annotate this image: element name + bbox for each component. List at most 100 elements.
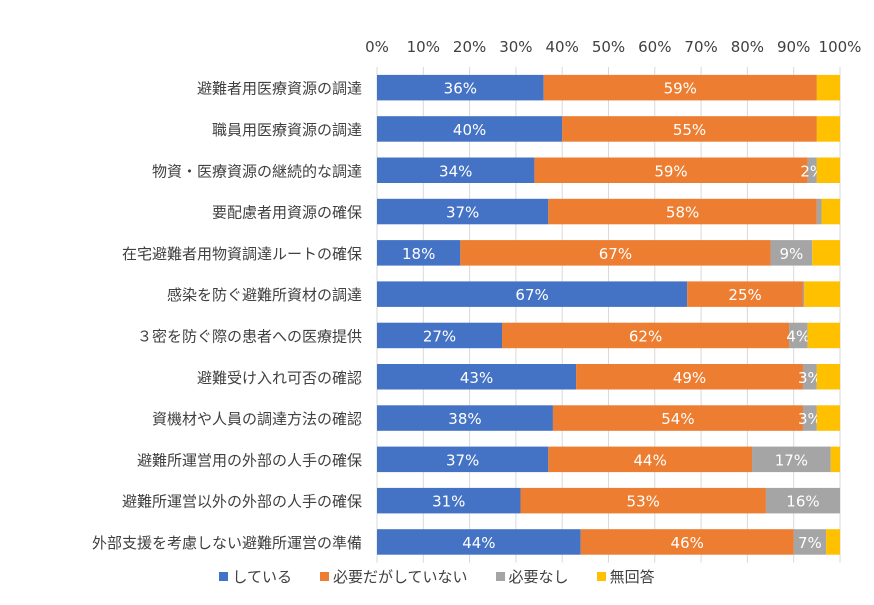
bar-segment [543,74,817,101]
category-label: 避難所運営用の外部の人手の確保 [137,451,362,469]
legend-label-hitsuyou-nashi: 必要なし [508,567,569,586]
bar-segment [826,529,840,555]
bar-segment [548,446,753,473]
category-label: 資機材や人員の調達方法の確認 [152,410,362,428]
category-label: 物資・医療資源の継続的な調達 [152,162,362,180]
bar-segment [534,157,808,183]
bar-segment [377,529,581,555]
x-tick-label: 40% [546,38,579,56]
data-label: 62% [629,327,662,345]
data-label: 46% [671,534,704,552]
data-label: 31% [432,493,465,511]
data-label: 67% [599,245,632,263]
x-tick-label: 50% [592,38,625,56]
bar-segment [770,240,813,266]
bar-segment [576,364,803,390]
data-label: 38% [448,410,481,428]
bar-segment [687,281,803,307]
bar-segment [765,487,840,514]
bar-segment [377,322,503,349]
category-label: ３密を防ぐ際の患者への医療提供 [137,327,362,345]
data-label: 36% [444,80,477,98]
bar-segment [816,157,840,183]
legend-swatch-hitsuyou-dakedo [319,571,329,581]
bar-segment [807,157,817,183]
data-label: 44% [633,451,666,469]
category-label: 避難受け入れ可否の確認 [197,369,362,387]
data-label: 18% [402,245,435,263]
bar-segment [816,198,822,225]
category-label: 要配慮者用資源の確保 [212,204,362,222]
bar-segment [830,446,840,473]
data-label: 27% [423,327,456,345]
data-label: 37% [446,451,479,469]
category-label: 職員用医療資源の調達 [212,121,362,139]
x-tick-label: 20% [453,38,486,56]
data-label: 9% [779,245,803,263]
data-label: 49% [673,369,706,387]
data-label: 3% [798,369,822,387]
bar-segment [802,405,817,431]
bar-segment [816,74,840,101]
bar-segment [377,487,521,514]
x-tick-label: 0% [365,38,389,56]
data-label: 59% [664,80,697,98]
bar-segment [562,116,817,142]
bar-segment [580,529,794,555]
bar-segment [752,446,831,473]
data-label: 3% [798,410,822,428]
bar-segment [812,240,840,266]
bar-segment [377,74,544,101]
data-label: 7% [798,534,822,552]
legend-item-hitsuyou-nashi: 必要なし [495,566,569,587]
legend-item-shiteiru: している [219,566,292,587]
legend-label-hitsuyou-dakedo: 必要だがしていない [332,567,468,586]
bar-segment [377,364,577,390]
bar-segment [802,364,817,390]
data-label: 16% [786,493,819,511]
bar-segment [552,405,803,431]
data-label: 34% [439,162,472,180]
bar-segment [377,157,535,183]
bar-segment [548,198,817,225]
data-label: 25% [728,286,761,304]
data-label: 40% [453,121,486,139]
category-label: 外部支援を考慮しない避難所運営の準備 [92,534,362,552]
data-label: 54% [661,410,694,428]
bar-segment [377,198,549,225]
bar-segment [802,281,805,307]
data-label: 58% [666,204,699,222]
bar-segment [789,322,808,349]
bar-segment [502,322,790,349]
category-label: 感染を防ぐ避難所資材の調達 [167,286,362,304]
category-label: 在宅避難者用物資調達ルートの確保 [122,245,362,263]
x-tick-label: 30% [499,38,532,56]
bar-segment [816,405,840,431]
bar-segment [816,116,840,142]
data-label: 44% [462,534,495,552]
x-tick-label: 60% [638,38,671,56]
legend-label-mukaitou: 無回答 [609,567,655,586]
data-label: 55% [673,121,706,139]
bar-segment [793,529,827,555]
bar-segment [377,281,688,307]
legend-label-shiteiru: している [232,567,292,586]
category-label: 避難所運営以外の外部の人手の確保 [122,493,362,511]
bar-segment [377,240,461,266]
bar-segment [460,240,771,266]
legend-swatch-mukaitou [596,571,606,581]
data-label: 17% [775,451,808,469]
data-label: 37% [446,204,479,222]
bar-segment [807,322,840,349]
stacked-bar-chart: 0% 10% 20% 30% 40% 50% 60% 70% 80% 90% 100% 避難者用医療資… [92,38,861,563]
x-tick-label: 90% [777,38,810,56]
bar-segment [377,446,549,473]
legend-swatch-hitsuyou-nashi [495,571,505,581]
data-label: 4% [786,327,810,345]
x-tick-label: 70% [684,38,717,56]
bar-segment [377,405,553,431]
bar-segment [377,116,563,142]
bar-segment [804,281,840,307]
data-label: 59% [654,162,687,180]
bar-segment [821,198,840,225]
